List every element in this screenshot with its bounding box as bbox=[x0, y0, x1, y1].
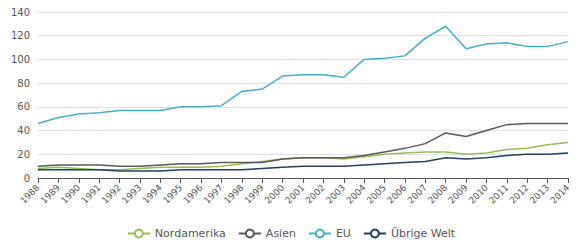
svg-text:40: 40 bbox=[17, 125, 30, 136]
svg-text:2008: 2008 bbox=[426, 182, 449, 205]
svg-text:2011: 2011 bbox=[487, 182, 510, 205]
svg-text:Asien: Asien bbox=[266, 227, 296, 240]
svg-text:EU: EU bbox=[336, 227, 351, 240]
svg-text:2012: 2012 bbox=[508, 182, 531, 205]
svg-text:2000: 2000 bbox=[263, 182, 286, 205]
svg-text:1989: 1989 bbox=[39, 182, 62, 205]
svg-text:1990: 1990 bbox=[59, 182, 82, 205]
svg-text:1998: 1998 bbox=[222, 182, 245, 205]
svg-text:1994: 1994 bbox=[141, 182, 164, 205]
svg-text:Übrige Welt: Übrige Welt bbox=[391, 227, 456, 240]
svg-text:2001: 2001 bbox=[283, 182, 306, 205]
svg-text:0: 0 bbox=[24, 173, 30, 184]
svg-text:2010: 2010 bbox=[467, 182, 490, 205]
svg-text:60: 60 bbox=[17, 101, 30, 112]
svg-text:2006: 2006 bbox=[385, 182, 408, 205]
svg-text:1993: 1993 bbox=[120, 182, 143, 205]
svg-text:2014: 2014 bbox=[548, 182, 571, 205]
svg-text:2009: 2009 bbox=[446, 182, 469, 205]
svg-text:80: 80 bbox=[17, 78, 30, 89]
svg-text:1988: 1988 bbox=[18, 182, 41, 205]
svg-text:1999: 1999 bbox=[243, 182, 266, 205]
svg-text:2005: 2005 bbox=[365, 182, 388, 205]
svg-text:2002: 2002 bbox=[304, 182, 327, 205]
svg-text:100: 100 bbox=[11, 54, 30, 65]
svg-text:20: 20 bbox=[17, 149, 30, 160]
svg-text:2003: 2003 bbox=[324, 182, 347, 205]
svg-text:2004: 2004 bbox=[344, 182, 367, 205]
svg-text:Nordamerika: Nordamerika bbox=[155, 227, 226, 240]
svg-text:2007: 2007 bbox=[406, 182, 429, 205]
svg-text:1996: 1996 bbox=[181, 182, 204, 205]
svg-text:120: 120 bbox=[11, 30, 30, 41]
svg-text:1991: 1991 bbox=[79, 182, 102, 205]
svg-text:140: 140 bbox=[11, 7, 30, 18]
svg-text:1992: 1992 bbox=[100, 182, 123, 205]
svg-text:1997: 1997 bbox=[202, 182, 225, 205]
svg-text:2013: 2013 bbox=[528, 182, 551, 205]
svg-text:1995: 1995 bbox=[161, 182, 184, 205]
